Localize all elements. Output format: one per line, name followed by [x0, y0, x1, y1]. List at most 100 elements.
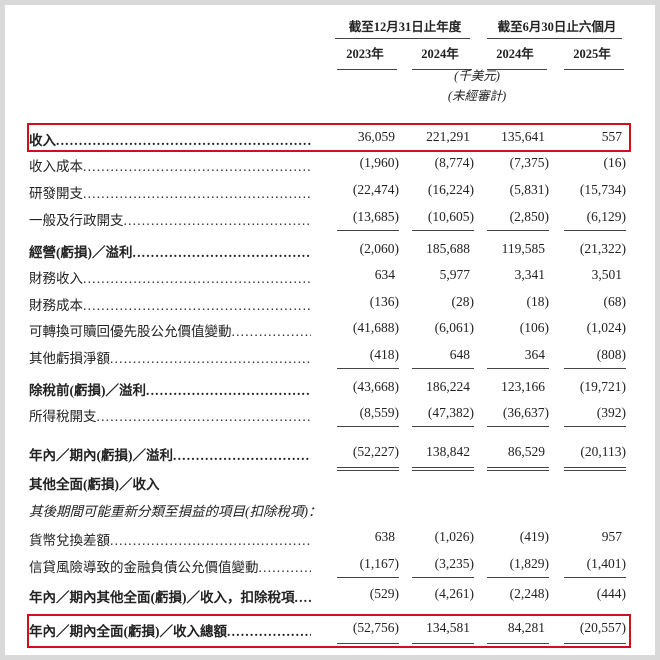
single-rule — [487, 577, 549, 578]
cell-value: (418) — [369, 347, 399, 362]
table-row: 一般及行政開支.................................… — [5, 209, 655, 231]
row-label: 年內／期內其他全面(虧損)／收入，扣除稅項...................… — [29, 586, 311, 606]
row-label: 貨幣兌換差額..................................… — [29, 529, 311, 549]
row-label: 研發開支....................................… — [29, 182, 311, 202]
year-rule — [487, 69, 547, 70]
double-rule — [487, 467, 549, 471]
row-label-text: 經營(虧損)／溢利 — [29, 245, 133, 260]
single-rule — [487, 426, 549, 427]
double-rule — [337, 467, 399, 471]
single-rule — [487, 368, 549, 369]
cell-value: 3,341 — [514, 267, 545, 282]
single-rule — [412, 426, 474, 427]
cell-value: (15,734) — [579, 182, 626, 197]
cell-value: (10,605) — [427, 209, 474, 224]
row-label: 其他全面(虧損)／收入 — [29, 473, 349, 493]
year-header: 2024年 — [421, 47, 459, 61]
row-label-text: 研發開支 — [29, 186, 83, 201]
row-label-text: 收入 — [29, 133, 56, 148]
row-label-text: 所得稅開支 — [29, 409, 97, 424]
highlight-box — [27, 123, 631, 152]
single-rule — [564, 368, 626, 369]
cell-value: (3,235) — [434, 556, 474, 571]
year-header: 2023年 — [346, 47, 384, 61]
row-label-text: 信貸風險導致的金融負債公允價值變動 — [29, 560, 259, 575]
cell-value: (7,375) — [509, 155, 549, 170]
table-row: 年內／期內其他全面(虧損)／收入，扣除稅項...................… — [5, 586, 655, 608]
row-label-text: 其他全面(虧損)／收入 — [29, 477, 160, 492]
leader-dots: ........................................… — [110, 533, 311, 548]
single-rule — [564, 426, 626, 427]
year-rule — [564, 69, 624, 70]
cell-value: (16) — [603, 155, 627, 170]
cell-value: (2,060) — [359, 241, 399, 256]
cell-value: (136) — [369, 294, 399, 309]
row-label: 其後期間可能重新分類至損益的項目(扣除稅項)： — [29, 500, 349, 520]
table-row: 研發開支....................................… — [5, 182, 655, 204]
audit-note: (未經審計) — [447, 89, 507, 103]
row-label: 一般及行政開支.................................… — [29, 209, 311, 229]
cell-value: 86,529 — [507, 444, 545, 459]
cell-value: (43,668) — [352, 379, 399, 394]
cell-value: 634 — [374, 267, 395, 282]
cell-value: (808) — [596, 347, 626, 362]
cell-value: (20,557) — [579, 620, 626, 635]
cell-value: (47,382) — [427, 405, 474, 420]
table-row: 其他全面(虧損)／收入 — [5, 473, 655, 495]
cell-value: (419) — [519, 529, 549, 544]
leader-dots: ........................................… — [231, 324, 312, 339]
row-label: 可轉換可贖回優先股公允價值變動.........................… — [29, 320, 311, 340]
row-label-text: 一般及行政開支 — [29, 213, 124, 228]
row-label-text: 財務收入 — [29, 271, 83, 286]
leader-dots: ........................................… — [132, 245, 312, 260]
single-rule — [487, 230, 549, 231]
leader-dots: ........................................… — [83, 186, 311, 201]
cell-value: (20,113) — [580, 444, 626, 459]
leader-dots: ........................................… — [227, 624, 311, 639]
cell-value: (18) — [526, 294, 550, 309]
cell-value: (22,474) — [352, 182, 399, 197]
cell-value: (52,227) — [352, 444, 399, 459]
cell-value: (392) — [596, 405, 626, 420]
single-rule — [564, 230, 626, 231]
cell-value: (1,829) — [509, 556, 549, 571]
cell-value: (16,224) — [427, 182, 474, 197]
cell-value: 186,224 — [426, 379, 470, 394]
row-label-text: 年內／期內全面(虧損)／收入總額 — [29, 624, 227, 639]
row-label: 所得稅開支...................................… — [29, 405, 311, 425]
cell-value: (106) — [519, 320, 549, 335]
cell-value: (21,322) — [579, 241, 626, 256]
cell-value: (28) — [451, 294, 475, 309]
cell-value: (13,685) — [352, 209, 399, 224]
row-label: 財務成本....................................… — [29, 294, 311, 314]
single-rule — [564, 577, 626, 578]
leader-dots: ........................................… — [258, 560, 312, 575]
cell-value: (1,026) — [434, 529, 474, 544]
double-rule — [564, 467, 626, 471]
cell-value: (41,688) — [352, 320, 399, 335]
leader-dots: ........................................… — [83, 271, 311, 286]
row-label: 除稅前(虧損)／溢利..............................… — [29, 379, 311, 399]
row-label: 經營(虧損)／溢利...............................… — [29, 241, 311, 261]
double-rule — [412, 467, 474, 471]
cell-value: (8,774) — [434, 155, 474, 170]
cell-value: (444) — [596, 586, 626, 601]
cell-value: (6,129) — [586, 209, 626, 224]
leader-dots: ........................................… — [56, 133, 311, 148]
cell-value: (1,960) — [359, 155, 399, 170]
cell-value: (8,559) — [359, 405, 399, 420]
unit-label: (千美元) — [454, 69, 500, 83]
table-row: 其他虧損淨額..................................… — [5, 347, 655, 369]
cell-value: (4,261) — [434, 586, 474, 601]
row-label-text: 除稅前(虧損)／溢利 — [29, 383, 146, 398]
highlight-box — [27, 614, 631, 648]
header-group-six-months: 截至6月30日止六個月 — [497, 20, 617, 34]
table-row: 經營(虧損)／溢利...............................… — [5, 241, 655, 263]
cell-value: 119,585 — [501, 241, 545, 256]
table-row: 可轉換可贖回優先股公允價值變動.........................… — [5, 320, 655, 342]
header-rule — [335, 38, 470, 39]
cell-value: (6,061) — [434, 320, 474, 335]
cell-value: 364 — [524, 347, 545, 362]
cell-value: 84,281 — [507, 620, 545, 635]
leader-dots: ........................................… — [110, 351, 311, 366]
